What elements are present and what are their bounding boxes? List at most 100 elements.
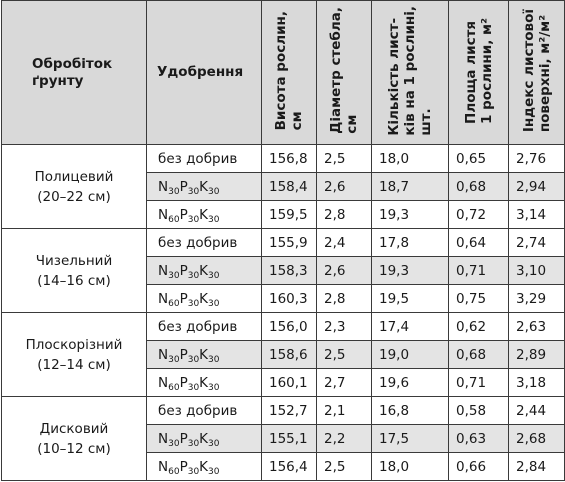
header-lai-line-1: Індекс листової xyxy=(520,8,537,133)
fert-k-sub: 30 xyxy=(208,298,220,309)
leaves-cell: 17,4 xyxy=(371,312,449,341)
fert-p-sub: 30 xyxy=(187,438,200,449)
diameter-cell: 2,2 xyxy=(316,424,372,453)
header-height-line-2: см xyxy=(289,111,305,131)
header-diameter: Діаметр стебла, см xyxy=(316,0,372,145)
diameter-cell: 2,4 xyxy=(316,228,372,257)
table-row: N60P30K30 160,1 2,7 19,6 0,71 3,18 xyxy=(2,368,565,397)
treatment-cell: Чизельний (14–16 см) xyxy=(1,228,147,313)
fert-k-sub: 30 xyxy=(208,354,220,365)
fert-k: K xyxy=(199,290,209,307)
fertilizer-cell: N60P30K30 xyxy=(146,452,262,481)
diameter-cell: 2,5 xyxy=(316,340,372,369)
fert-k: K xyxy=(199,374,209,391)
fert-n: N xyxy=(158,178,169,195)
lai-cell: 2,63 xyxy=(508,312,565,341)
fertilizer-cell: N30P30K30 xyxy=(146,256,262,285)
leaves-cell: 16,8 xyxy=(371,396,449,425)
height-cell: 156,0 xyxy=(261,312,317,341)
table-row: N60P30K30 156,4 2,5 18,0 0,66 2,84 xyxy=(2,452,565,481)
table-row: Чизельний (14–16 см) без добрив 155,9 2,4 17,… xyxy=(1,228,565,313)
leaves-cell: 19,6 xyxy=(371,368,449,397)
fert-k-sub: 30 xyxy=(208,186,220,197)
leaf-area-cell: 0,68 xyxy=(448,172,509,201)
leaf-area-cell: 0,66 xyxy=(448,452,509,481)
fertilizer-cell: N30P30K30 xyxy=(146,340,262,369)
header-height-line-1: Висота рослин, xyxy=(273,10,289,131)
header-leaves-line-3: шт. xyxy=(418,108,434,136)
diameter-cell: 2,8 xyxy=(316,200,372,229)
fert-k: K xyxy=(199,346,209,363)
fert-p-sub: 30 xyxy=(187,298,200,309)
table-row: Плоскорізний (12–14 см) без добрив 156,0 2,3… xyxy=(1,312,565,397)
fert-p: P xyxy=(179,178,188,195)
fert-n: N xyxy=(158,262,169,279)
fert-n-sub: 60 xyxy=(168,298,180,309)
leaves-cell: 19,0 xyxy=(371,340,449,369)
fert-p-sub: 30 xyxy=(187,354,200,365)
fert-k-sub: 30 xyxy=(208,466,220,477)
lai-cell: 2,44 xyxy=(508,396,565,425)
fert-n: N xyxy=(158,290,169,307)
lai-cell: 3,14 xyxy=(508,200,565,229)
diameter-cell: 2,1 xyxy=(316,396,372,425)
treatment-cell: Плоскорізний (12–14 см) xyxy=(1,312,147,397)
fert-p-sub: 30 xyxy=(187,186,200,197)
leaf-area-cell: 0,62 xyxy=(448,312,509,341)
header-leaves: Кількість лист- ків на 1 рослині, шт. xyxy=(371,0,449,145)
fert-n-sub: 30 xyxy=(168,270,180,281)
leaf-area-cell: 0,65 xyxy=(448,144,509,173)
diameter-cell: 2,7 xyxy=(316,368,372,397)
treatment-depth: (14–16 см) xyxy=(37,272,111,289)
fert-n: N xyxy=(158,430,169,447)
fertilizer-cell: N60P30K30 xyxy=(146,200,262,229)
leaves-cell: 18,7 xyxy=(371,172,449,201)
fert-k: K xyxy=(199,262,209,279)
fert-k-sub: 30 xyxy=(208,270,220,281)
leaves-cell: 19,3 xyxy=(371,256,449,285)
fert-n: N xyxy=(158,374,169,391)
fert-p: P xyxy=(179,290,188,307)
height-cell: 155,9 xyxy=(261,228,317,257)
fertilizer-cell: N30P30K30 xyxy=(146,424,262,453)
treatment-name: Дисковий xyxy=(39,420,109,437)
treatment-name: Полицевий xyxy=(34,168,114,185)
header-height: Висота рослин, см xyxy=(261,0,317,145)
fert-k-sub: 30 xyxy=(208,214,220,225)
treatment-depth: (12–14 см) xyxy=(37,356,111,373)
table-row: Полицевий (20–22 см) без добрив 156,8 2,5 18,… xyxy=(1,144,565,229)
height-cell: 156,4 xyxy=(261,452,317,481)
fertilizer-cell: N30P30K30 xyxy=(146,172,262,201)
leaves-cell: 19,5 xyxy=(371,284,449,313)
table-row: Дисковий (10–12 см) без добрив 152,7 2,1 16,8… xyxy=(1,396,565,481)
lai-cell: 2,84 xyxy=(508,452,565,481)
fert-p-sub: 30 xyxy=(187,270,200,281)
table-row: N30P30K30 155,1 2,2 17,5 0,63 2,68 xyxy=(2,424,565,453)
fert-n-sub: 30 xyxy=(168,186,180,197)
leaf-area-cell: 0,71 xyxy=(448,368,509,397)
table-header: Обробіток ґрунту Удобрення Висота рослин… xyxy=(1,0,565,145)
header-lai: Індекс листової поверхні, м²/м² xyxy=(508,0,565,145)
diameter-cell: 2,8 xyxy=(316,284,372,313)
fert-k: K xyxy=(199,430,209,447)
treatment-depth: (10–12 см) xyxy=(37,440,111,457)
height-cell: 152,7 xyxy=(261,396,317,425)
leaf-area-cell: 0,68 xyxy=(448,340,509,369)
height-cell: 155,1 xyxy=(261,424,317,453)
fert-k: K xyxy=(199,458,209,475)
fert-k: K xyxy=(199,178,209,195)
height-cell: 160,3 xyxy=(261,284,317,313)
header-treatment-line-1: Обробіток xyxy=(32,55,113,72)
fertilizer-cell: N60P30K30 xyxy=(146,368,262,397)
header-row: Обробіток ґрунту Удобрення Висота рослин… xyxy=(1,0,565,145)
height-cell: 160,1 xyxy=(261,368,317,397)
fertilizer-cell: без добрив xyxy=(146,228,262,257)
header-leaf-area-line-1: Площа листя xyxy=(462,20,479,124)
leaf-area-cell: 0,71 xyxy=(448,256,509,285)
fert-k: K xyxy=(199,206,209,223)
diameter-cell: 2,6 xyxy=(316,172,372,201)
lai-cell: 3,29 xyxy=(508,284,565,313)
header-diameter-line-1: Діаметр стебла, xyxy=(328,7,344,134)
lai-cell: 2,89 xyxy=(508,340,565,369)
leaves-cell: 19,3 xyxy=(371,200,449,229)
